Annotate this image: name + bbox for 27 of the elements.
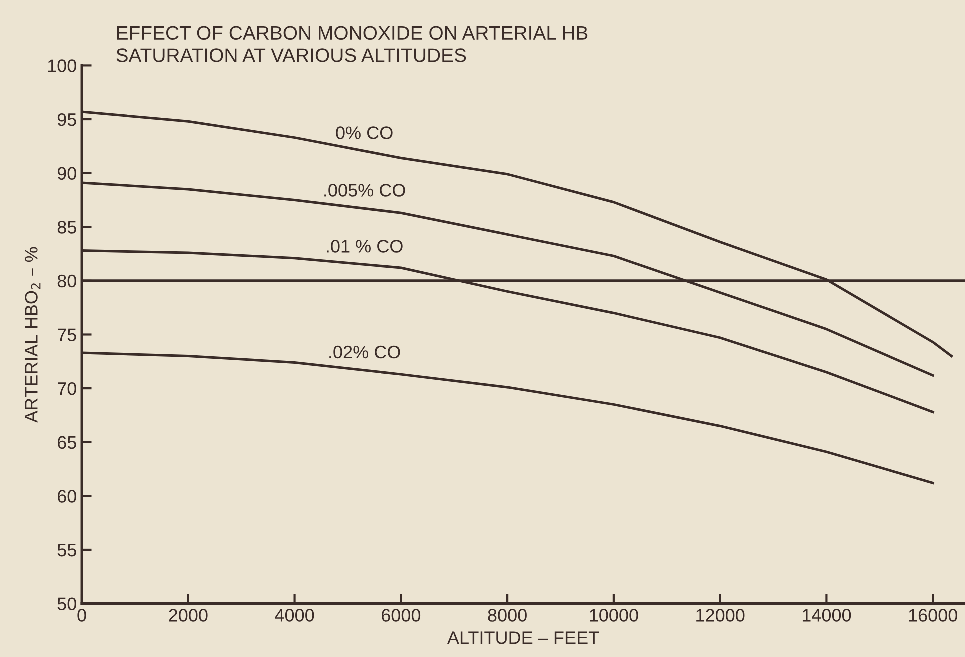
x-tick-label: 16000 xyxy=(909,609,958,622)
y-tick-label: 75 xyxy=(58,328,76,342)
y-axis-title: ARTERIAL HBO$_{2}$ – % xyxy=(25,247,41,423)
series-label: .01 % CO xyxy=(327,240,403,253)
y-tick-label: 90 xyxy=(58,167,76,180)
y-tick-label: 60 xyxy=(58,490,76,503)
y-tick-label: 100 xyxy=(48,60,76,72)
x-tick-label: 14000 xyxy=(802,609,852,622)
series-label: 0% CO xyxy=(336,126,393,140)
y-tick-label: 85 xyxy=(58,221,76,234)
x-axis-title: ALTITUDE – FEET xyxy=(447,632,600,644)
chart-title: EFFECT OF CARBON MONOXIDE ON ARTERIAL HB SATURATION AT VARIOUS ALTITUDES xyxy=(116,26,588,62)
y-tick-label: 65 xyxy=(58,436,76,450)
x-tick-label: 12000 xyxy=(696,609,745,622)
x-tick-label: 4000 xyxy=(275,609,314,622)
y-tick-label: 70 xyxy=(58,382,76,396)
series-label: .005% CO xyxy=(324,184,406,197)
x-tick-label: 8000 xyxy=(488,609,527,622)
series-label: .02% CO xyxy=(330,346,400,359)
y-tick-label: 55 xyxy=(58,544,76,557)
y-tick-label: 95 xyxy=(58,113,76,126)
x-tick-label: 0 xyxy=(78,609,86,622)
y-tick-label: 80 xyxy=(58,274,76,288)
x-tick-label: 10000 xyxy=(590,609,638,622)
x-tick-label: 2000 xyxy=(169,609,208,622)
y-tick-label: 50 xyxy=(58,598,76,611)
x-tick-label: 6000 xyxy=(382,609,421,622)
